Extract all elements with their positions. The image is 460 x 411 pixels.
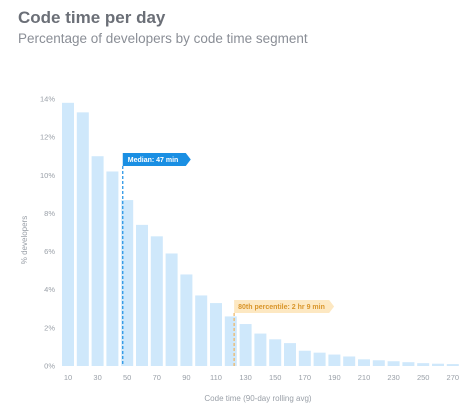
bar	[387, 361, 400, 366]
bar	[269, 339, 282, 366]
bar	[417, 363, 430, 366]
x-tick-label: 170	[299, 373, 312, 382]
y-tick-label: 6%	[44, 247, 55, 256]
bar	[91, 156, 104, 366]
y-axis-ticks: 0% 2% 4% 6% 8% 10% 12% 14%	[40, 95, 55, 371]
x-tick-label: 90	[182, 373, 190, 382]
chart-subtitle: Percentage of developers by code time se…	[18, 31, 308, 46]
x-tick-label: 130	[239, 373, 252, 382]
bar	[284, 343, 296, 366]
bar	[254, 333, 267, 366]
y-tick-label: 2%	[44, 323, 55, 332]
bar	[180, 274, 193, 366]
x-tick-label: 150	[269, 373, 282, 382]
x-tick-label: 250	[417, 373, 430, 382]
bar	[224, 316, 237, 366]
x-tick-label: 190	[328, 373, 341, 382]
y-axis-label: % developers	[20, 216, 29, 264]
bar	[76, 112, 89, 366]
bar	[239, 324, 252, 366]
x-tick-label: 270	[447, 373, 460, 382]
median-callout	[122, 153, 191, 166]
bars	[62, 102, 459, 367]
bar	[328, 354, 341, 366]
bar	[402, 362, 415, 366]
bar	[358, 359, 370, 366]
bar	[62, 102, 74, 367]
x-tick-label: 30	[93, 373, 101, 382]
bar	[372, 360, 385, 366]
annotations: Median: 47 min 80th percentile: 2 hr 9 mi…	[122, 153, 335, 366]
y-tick-label: 0%	[44, 362, 55, 371]
median-label: Median: 47 min	[128, 157, 179, 164]
x-tick-label: 210	[358, 373, 371, 382]
y-tick-label: 4%	[44, 285, 55, 294]
y-tick-label: 12%	[40, 133, 55, 142]
percentile-label: 80th percentile: 2 hr 9 min	[238, 304, 325, 311]
y-tick-label: 14%	[40, 95, 55, 104]
bar	[446, 364, 459, 366]
bar	[343, 356, 356, 366]
bar	[195, 295, 208, 366]
bar	[150, 236, 163, 366]
bar	[121, 200, 134, 366]
x-tick-label: 110	[210, 373, 222, 382]
bar	[136, 224, 148, 366]
bar	[298, 350, 311, 366]
bar	[210, 303, 222, 366]
y-tick-label: 8%	[44, 209, 55, 218]
bar	[432, 363, 444, 366]
bar	[165, 253, 178, 366]
x-tick-label: 50	[123, 373, 131, 382]
x-tick-label: 70	[153, 373, 161, 382]
x-tick-label: 230	[387, 373, 400, 382]
percentile-callout	[234, 300, 335, 313]
chart-title: Code time per day	[18, 8, 166, 27]
x-axis-ticks: 10 30 50 70 90 110 130 150 170 190 210 230 250 270	[64, 373, 459, 382]
y-tick-label: 10%	[40, 171, 55, 180]
x-axis-label: Code time (90-day rolling avg)	[204, 394, 311, 403]
x-tick-label: 10	[64, 373, 72, 382]
bar	[106, 171, 119, 366]
bar	[313, 352, 326, 366]
